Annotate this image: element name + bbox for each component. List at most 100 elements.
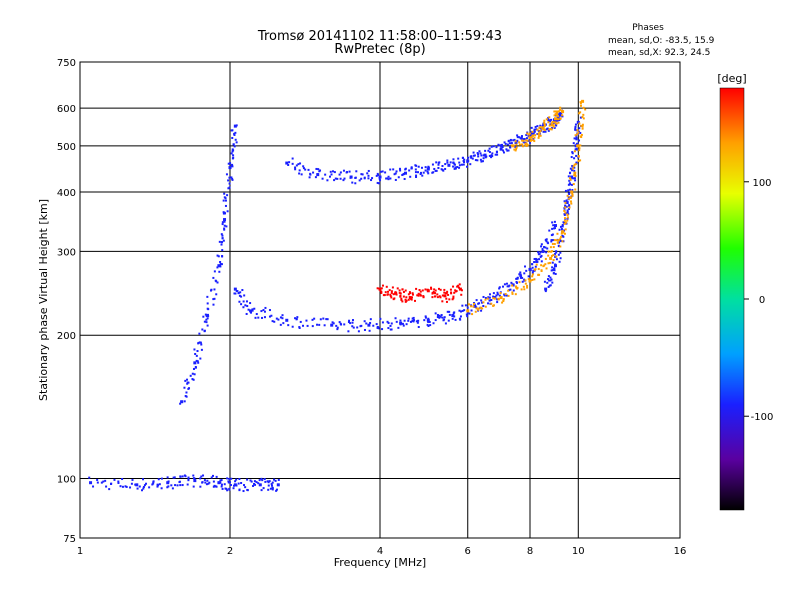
scatter-point bbox=[547, 116, 550, 119]
scatter-point bbox=[488, 293, 491, 296]
scatter-point bbox=[541, 127, 544, 130]
scatter-point bbox=[431, 291, 434, 294]
chart-subtitle: RwPretec (8p) bbox=[334, 42, 425, 57]
scatter-point bbox=[571, 151, 574, 154]
scatter-point bbox=[398, 167, 401, 170]
scatter-point bbox=[125, 485, 128, 488]
scatter-point bbox=[577, 155, 580, 158]
scatter-point bbox=[121, 478, 124, 481]
scatter-point bbox=[234, 138, 237, 141]
data-point bbox=[233, 124, 237, 128]
scatter-point bbox=[525, 139, 528, 142]
scatter-point bbox=[294, 166, 297, 169]
data-point bbox=[223, 218, 227, 222]
scatter-point bbox=[567, 208, 570, 211]
scatter-point bbox=[548, 119, 551, 122]
scatter-point bbox=[444, 322, 447, 325]
scatter-point bbox=[578, 127, 581, 130]
scatter-point bbox=[201, 481, 204, 484]
scatter-point bbox=[379, 179, 382, 182]
scatter-point bbox=[490, 302, 493, 305]
scatter-point bbox=[232, 143, 235, 146]
scatter-point bbox=[507, 294, 510, 297]
data-point bbox=[233, 287, 237, 291]
scatter-point bbox=[192, 485, 195, 488]
scatter-point bbox=[187, 477, 190, 480]
scatter-point bbox=[160, 487, 163, 490]
scatter-point bbox=[192, 367, 195, 370]
scatter-point bbox=[246, 305, 249, 308]
scatter-point bbox=[559, 108, 562, 111]
scatter-point bbox=[201, 328, 204, 331]
data-point bbox=[193, 361, 197, 365]
scatter-point bbox=[300, 173, 303, 176]
scatter-point bbox=[540, 243, 543, 246]
scatter-point bbox=[573, 157, 576, 160]
scatter-point bbox=[568, 193, 571, 196]
x-axis-label: Frequency [MHz] bbox=[334, 556, 426, 569]
scatter-point bbox=[253, 307, 256, 310]
scatter-point bbox=[520, 288, 523, 291]
scatter-point bbox=[235, 141, 238, 144]
scatter-point bbox=[304, 168, 307, 171]
scatter-point bbox=[441, 300, 444, 303]
scatter-point bbox=[498, 286, 501, 289]
scatter-point bbox=[496, 298, 499, 301]
scatter-point bbox=[294, 168, 297, 171]
scatter-point bbox=[166, 486, 169, 489]
scatter-point bbox=[550, 254, 553, 257]
scatter-point bbox=[271, 488, 274, 491]
scatter-point bbox=[574, 125, 577, 128]
scatter-point bbox=[443, 288, 446, 291]
scatter-point bbox=[498, 294, 501, 297]
scatter-point bbox=[237, 292, 240, 295]
scatter-point bbox=[387, 175, 390, 178]
scatter-point bbox=[185, 395, 188, 398]
scatter-point bbox=[412, 316, 415, 319]
scatter-point bbox=[297, 163, 300, 166]
scatter-point bbox=[454, 289, 457, 292]
scatter-point bbox=[387, 327, 390, 330]
scatter-point bbox=[564, 206, 567, 209]
scatter-point bbox=[213, 270, 216, 273]
scatter-point bbox=[534, 134, 537, 137]
scatter-point bbox=[187, 387, 190, 390]
scatter-point bbox=[186, 381, 189, 384]
scatter-point bbox=[502, 151, 505, 154]
scatter-point bbox=[474, 159, 477, 162]
scatter-point bbox=[231, 165, 234, 168]
scatter-point bbox=[453, 163, 456, 166]
scatter-point bbox=[275, 488, 278, 491]
scatter-point bbox=[273, 478, 276, 481]
scatter-point bbox=[564, 189, 567, 192]
scatter-point bbox=[568, 179, 571, 182]
scatter-point bbox=[296, 316, 299, 319]
scatter-point bbox=[537, 133, 540, 136]
scatter-point bbox=[173, 476, 176, 479]
scatter-point bbox=[404, 289, 407, 292]
data-point bbox=[511, 144, 515, 148]
scatter-point bbox=[225, 225, 228, 228]
scatter-point bbox=[556, 112, 559, 115]
scatter-point bbox=[551, 120, 554, 123]
scatter-point bbox=[468, 312, 471, 315]
scatter-point bbox=[445, 292, 448, 295]
scatter-point bbox=[565, 199, 568, 202]
scatter-point bbox=[481, 307, 484, 310]
scatter-point bbox=[460, 163, 463, 166]
colorbar bbox=[719, 87, 745, 511]
scatter-point bbox=[220, 241, 223, 244]
scatter-point bbox=[376, 173, 379, 176]
scatter-point bbox=[492, 145, 495, 148]
scatter-point bbox=[309, 172, 312, 175]
scatter-point bbox=[186, 483, 189, 486]
scatter-point bbox=[214, 279, 217, 282]
scatter-point bbox=[438, 161, 441, 164]
scatter-point bbox=[408, 169, 411, 172]
scatter-point bbox=[520, 136, 523, 139]
scatter-point bbox=[546, 281, 549, 284]
data-point bbox=[249, 309, 253, 313]
scatter-point bbox=[415, 176, 418, 179]
scatter-point bbox=[298, 169, 301, 172]
scatter-point bbox=[312, 171, 315, 174]
